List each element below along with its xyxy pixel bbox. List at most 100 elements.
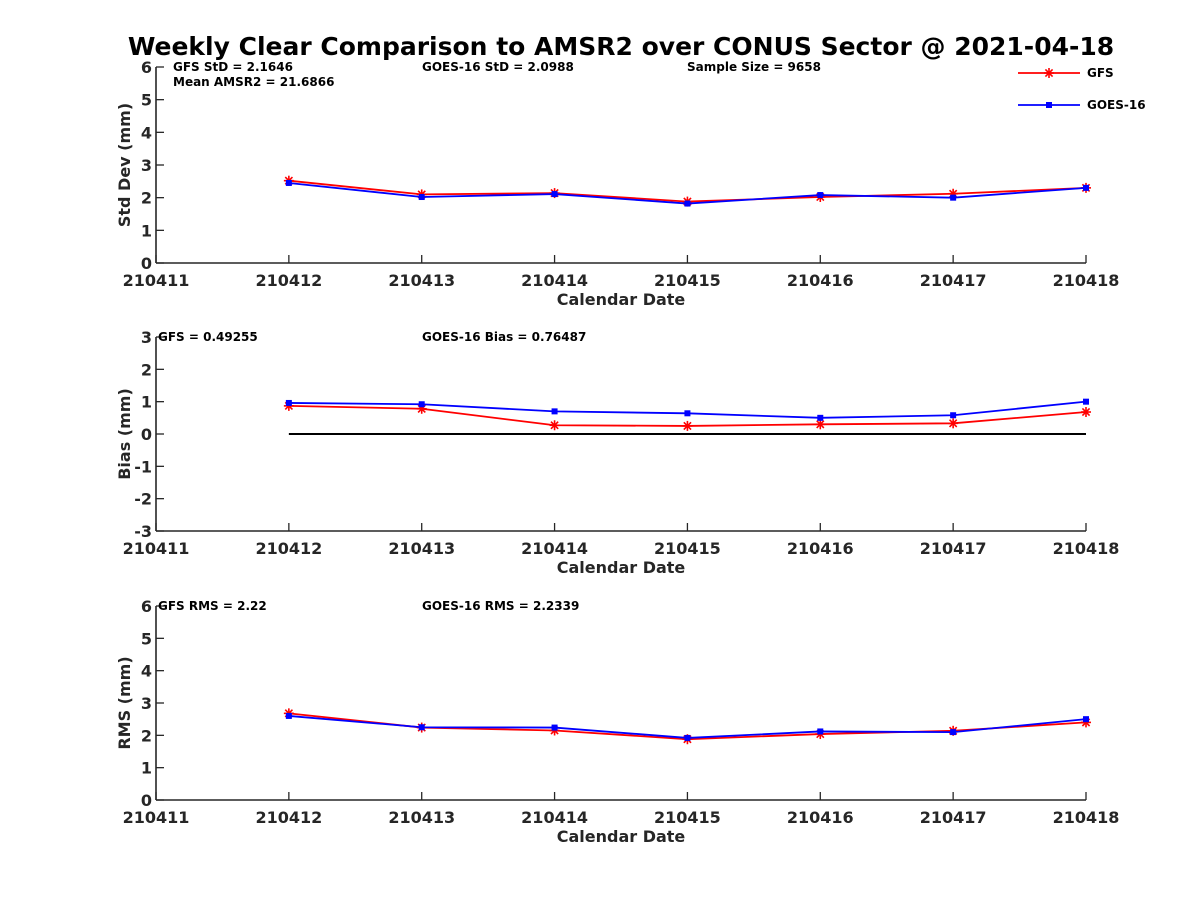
y-tick-label: 3 xyxy=(141,156,152,175)
x-tick-label: 210412 xyxy=(255,271,322,290)
stat-annotation: GOES-16 Bias = 0.76487 xyxy=(422,330,586,344)
chart-title: Weekly Clear Comparison to AMSR2 over CO… xyxy=(128,32,1114,61)
y-tick-label: 1 xyxy=(141,221,152,240)
y-tick-label: 3 xyxy=(141,328,152,347)
data-point xyxy=(682,420,693,431)
series-gfs xyxy=(283,400,1091,431)
y-axis-label: RMS (mm) xyxy=(115,656,134,749)
legend-label: GFS xyxy=(1087,66,1114,80)
x-tick-label: 210417 xyxy=(920,271,987,290)
x-tick-label: 210414 xyxy=(521,539,588,558)
stat-annotation: GFS = 0.49255 xyxy=(158,330,258,344)
x-tick-label: 210412 xyxy=(255,539,322,558)
data-point xyxy=(817,728,824,735)
data-point xyxy=(418,401,425,408)
y-tick-label: 4 xyxy=(141,662,152,681)
x-axis-label: Calendar Date xyxy=(557,290,686,309)
y-tick-label: -2 xyxy=(134,490,152,509)
y-tick-label: 5 xyxy=(141,91,152,110)
y-tick-label: -3 xyxy=(134,522,152,541)
data-point xyxy=(418,194,425,201)
x-tick-label: 210412 xyxy=(255,808,322,827)
x-tick-label: 210411 xyxy=(123,271,190,290)
legend-marker xyxy=(1046,102,1052,108)
x-tick-label: 210414 xyxy=(521,808,588,827)
x-tick-label: 210416 xyxy=(787,271,854,290)
panel-bias: -3 -2 -1 0 1 2 3 210411 210412 210413 210414 210415… xyxy=(115,328,1119,577)
data-point xyxy=(950,412,957,419)
x-tick-label: 210418 xyxy=(1053,539,1120,558)
data-point xyxy=(1083,716,1089,723)
y-tick-label: 1 xyxy=(141,759,152,778)
y-tick-label: 3 xyxy=(141,694,152,713)
x-tick-label: 210413 xyxy=(388,271,455,290)
legend-entry: GFS xyxy=(1018,66,1114,80)
legend-entry: GOES-16 xyxy=(1018,98,1146,112)
x-tick-label: 210418 xyxy=(1053,808,1120,827)
panel-rms: 0 1 2 3 4 5 6 210411 210412 210413 210414 210415 210… xyxy=(115,597,1119,846)
series-goes-16 xyxy=(285,179,1089,207)
x-tick-label: 210413 xyxy=(388,539,455,558)
data-point xyxy=(815,419,826,430)
y-axis-label: Std Dev (mm) xyxy=(115,103,134,227)
y-tick-label: -1 xyxy=(134,457,152,476)
x-tick-label: 210411 xyxy=(123,539,190,558)
stat-annotation: GOES-16 RMS = 2.2339 xyxy=(422,599,579,613)
stat-annotation: GOES-16 StD = 2.0988 xyxy=(422,60,574,74)
y-tick-label: 6 xyxy=(141,597,152,616)
legend-marker xyxy=(1044,68,1054,78)
x-axis-label: Calendar Date xyxy=(557,558,686,577)
x-tick-label: 210415 xyxy=(654,808,721,827)
y-axis-label: Bias (mm) xyxy=(115,388,134,480)
y-tick-label: 2 xyxy=(141,360,152,379)
data-point xyxy=(551,191,558,198)
data-point xyxy=(285,399,292,406)
x-tick-label: 210417 xyxy=(920,539,987,558)
x-tick-label: 210414 xyxy=(521,271,588,290)
y-tick-label: 0 xyxy=(141,425,152,444)
x-tick-label: 210418 xyxy=(1053,271,1120,290)
data-point xyxy=(950,194,957,201)
x-tick-label: 210413 xyxy=(388,808,455,827)
x-axis-label: Calendar Date xyxy=(557,827,686,846)
y-tick-label: 4 xyxy=(141,123,152,142)
stat-annotation: Sample Size = 9658 xyxy=(687,60,821,74)
data-point xyxy=(948,418,959,429)
y-tick-label: 0 xyxy=(141,254,152,273)
data-point xyxy=(285,712,292,719)
data-point xyxy=(817,192,824,199)
y-tick-label: 0 xyxy=(141,791,152,810)
data-point xyxy=(551,408,558,415)
stat-annotation: GFS StD = 2.1646 xyxy=(173,60,293,74)
legend-label: GOES-16 xyxy=(1087,98,1146,112)
x-tick-label: 210417 xyxy=(920,808,987,827)
data-point xyxy=(684,734,691,741)
data-point xyxy=(817,414,824,421)
x-tick-label: 210415 xyxy=(654,539,721,558)
y-tick-label: 2 xyxy=(141,726,152,745)
x-tick-label: 210415 xyxy=(654,271,721,290)
data-point xyxy=(549,420,560,431)
stat-annotation: Mean AMSR2 = 21.6866 xyxy=(173,75,334,89)
panel-stddev: 0 1 2 3 4 5 6 210411 210412 210413 210414 210415 210… xyxy=(115,58,1119,309)
data-point xyxy=(1083,184,1089,191)
data-point xyxy=(684,200,691,207)
stat-annotation: GFS RMS = 2.22 xyxy=(158,599,267,613)
data-point xyxy=(950,729,957,736)
y-tick-label: 6 xyxy=(141,58,152,77)
series-goes-16 xyxy=(285,712,1089,741)
y-tick-label: 1 xyxy=(141,393,152,412)
data-point xyxy=(418,724,425,731)
series-goes-16 xyxy=(285,398,1089,421)
data-point xyxy=(551,724,558,731)
y-tick-label: 5 xyxy=(141,629,152,648)
data-point xyxy=(285,179,292,186)
x-tick-label: 210411 xyxy=(123,808,190,827)
legend: GFS GOES-16 xyxy=(1018,66,1146,112)
data-point xyxy=(1083,398,1089,405)
x-tick-label: 210416 xyxy=(787,808,854,827)
data-point xyxy=(1081,407,1091,418)
data-point xyxy=(684,410,691,417)
